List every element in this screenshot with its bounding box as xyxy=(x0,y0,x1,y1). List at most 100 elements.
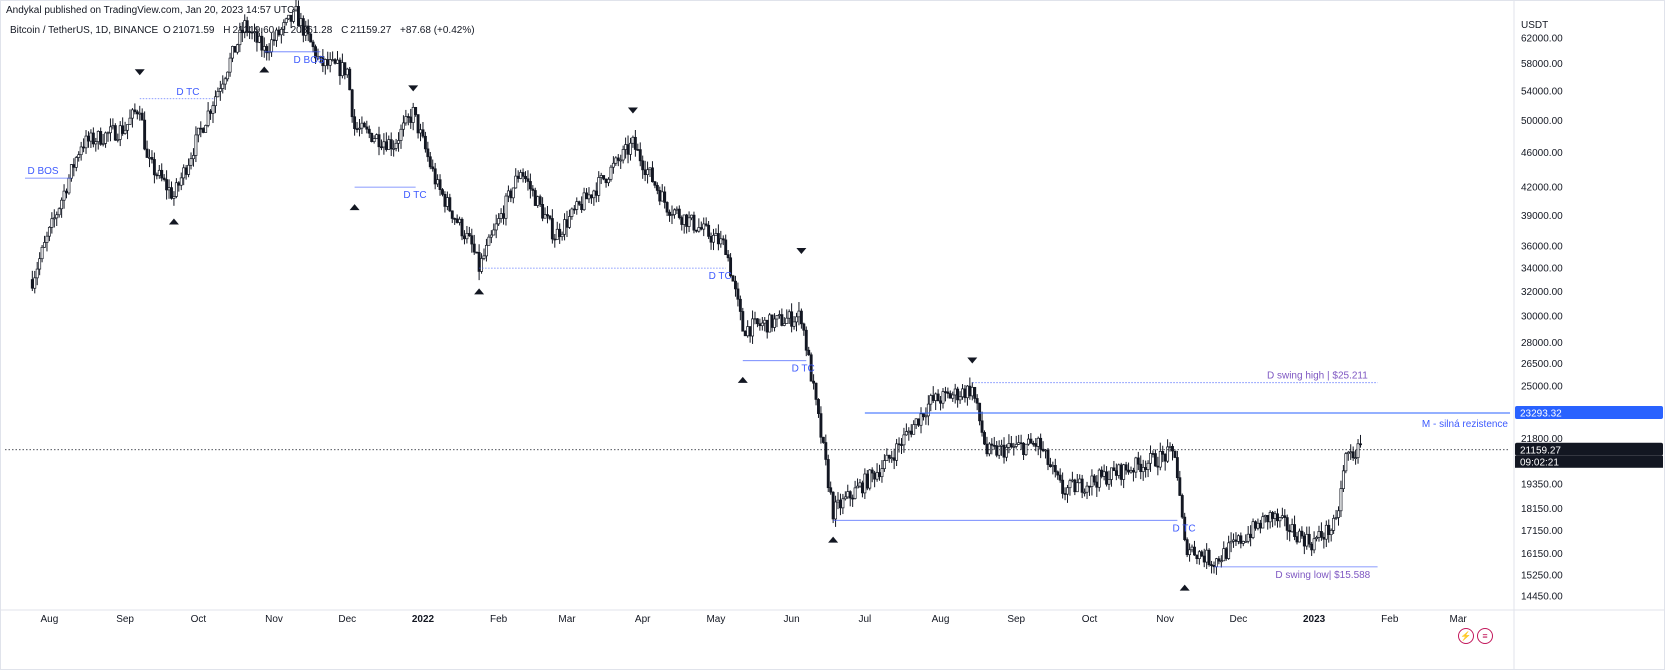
candle-body xyxy=(934,393,938,401)
candle-body xyxy=(504,195,508,219)
candle-body xyxy=(970,386,974,397)
candle-body xyxy=(375,134,379,139)
candle-body xyxy=(1141,467,1145,473)
time-axis-label: Dec xyxy=(1230,614,1248,625)
candle-body xyxy=(670,214,674,217)
flag-icon[interactable]: ≡ xyxy=(1477,628,1493,644)
candle-body xyxy=(672,209,676,216)
candle-body xyxy=(707,224,711,237)
candle-body xyxy=(941,391,945,404)
candle-body xyxy=(345,68,349,76)
candle-body xyxy=(414,107,418,115)
candle-body xyxy=(1251,521,1255,538)
candle-body xyxy=(1114,470,1118,476)
candle-body xyxy=(1202,555,1206,563)
candle-body xyxy=(1214,558,1218,568)
low-value: 20861.28 xyxy=(290,25,333,36)
candle-body xyxy=(826,459,830,489)
candle-body xyxy=(130,109,134,119)
price-axis-tick: 58000.00 xyxy=(1521,59,1563,70)
candle-body xyxy=(841,498,845,509)
candle-body xyxy=(548,215,552,219)
candle-body xyxy=(428,156,432,168)
candle-body xyxy=(1048,464,1052,468)
candle-body xyxy=(1359,443,1362,446)
time-axis-label: Jul xyxy=(858,614,871,625)
candle-body xyxy=(1236,535,1240,542)
candle-body xyxy=(829,487,833,493)
candle-body xyxy=(550,218,554,240)
time-axis-label: 2022 xyxy=(412,614,435,625)
d-tc-label-1: D TC xyxy=(176,87,199,98)
candle-body xyxy=(67,177,71,194)
candle-body xyxy=(577,201,581,205)
candle-body xyxy=(494,223,498,231)
candle-body xyxy=(209,110,213,114)
price-axis-tick: 36000.00 xyxy=(1521,242,1563,253)
candle-body xyxy=(629,142,632,155)
candle-body xyxy=(956,388,960,401)
candle-body xyxy=(1329,530,1333,535)
candle-body xyxy=(575,201,579,210)
candle-body xyxy=(367,128,371,134)
candle-body xyxy=(1285,517,1289,531)
candle-body xyxy=(680,217,684,225)
candle-body xyxy=(296,6,300,26)
candle-body xyxy=(814,382,818,400)
candle-body xyxy=(790,311,794,327)
candle-body xyxy=(1241,541,1245,544)
candle-body xyxy=(406,116,410,118)
candle-body xyxy=(546,214,549,217)
price-axis-tick: 26500.00 xyxy=(1521,359,1563,370)
candle-body xyxy=(709,236,713,243)
candle-body xyxy=(372,138,376,143)
candle-body xyxy=(79,146,83,156)
candle-body xyxy=(1173,450,1177,458)
candle-body xyxy=(643,169,647,175)
candle-body xyxy=(411,107,415,123)
candle-body xyxy=(199,127,203,130)
candle-body xyxy=(907,430,911,433)
candle-body xyxy=(187,164,191,175)
candle-body xyxy=(282,22,286,30)
price-axis-currency: USDT xyxy=(1521,20,1548,31)
candle-body xyxy=(948,393,952,399)
candle-body xyxy=(365,126,369,130)
candle-body xyxy=(260,35,264,51)
candle-body xyxy=(104,132,108,144)
candle-body xyxy=(194,134,198,156)
candle-body xyxy=(192,155,195,160)
candle-body xyxy=(409,116,413,123)
candle-body xyxy=(475,251,479,254)
candle-body xyxy=(1354,457,1358,460)
candle-body xyxy=(484,244,488,257)
candle-body xyxy=(426,148,430,158)
candle-body xyxy=(262,46,266,51)
candle-body xyxy=(1061,479,1065,494)
candle-body xyxy=(621,149,625,161)
candle-body xyxy=(89,132,93,142)
candle-body xyxy=(543,214,547,219)
candle-body xyxy=(528,181,532,190)
price-axis-tick: 18150.00 xyxy=(1521,504,1563,515)
lightning-icon[interactable]: ⚡ xyxy=(1458,628,1474,644)
candle-body xyxy=(677,208,681,218)
swing-low-label: D swing low| $15.588 xyxy=(1275,570,1370,581)
candle-body xyxy=(1346,451,1350,455)
candle-body xyxy=(397,140,400,144)
candle-body xyxy=(292,9,296,22)
candle-body xyxy=(38,258,42,270)
candle-body xyxy=(465,233,469,240)
symbol-name[interactable]: Bitcoin / TetherUS, 1D, BINANCE xyxy=(10,25,159,36)
candle-body xyxy=(1266,515,1270,523)
candle-body xyxy=(223,78,227,85)
candle-body xyxy=(758,323,762,327)
candle-body xyxy=(1073,479,1077,493)
candle-body xyxy=(1305,533,1309,547)
candle-body xyxy=(851,497,855,500)
candle-body xyxy=(1327,524,1331,535)
candle-body xyxy=(819,413,823,438)
candle-body xyxy=(384,141,388,150)
